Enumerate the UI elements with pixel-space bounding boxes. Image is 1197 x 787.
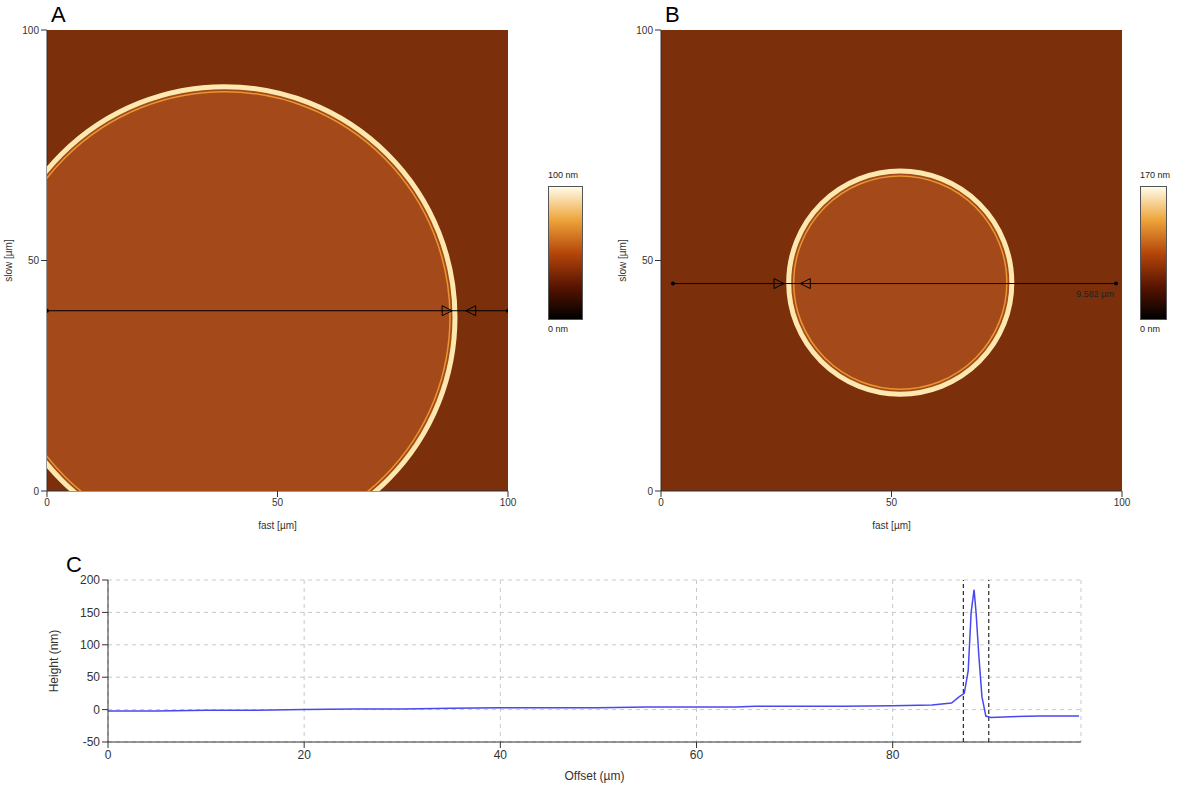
html-text:B: B [665, 2, 680, 27]
svg-text:0: 0 [647, 486, 653, 497]
svg-text:20: 20 [297, 748, 311, 762]
svg-text:100: 100 [636, 25, 653, 36]
svg-text:Height (nm): Height (nm) [47, 630, 61, 693]
svg-text:50: 50 [272, 497, 284, 508]
svg-text:100: 100 [500, 497, 517, 508]
svg-text:200: 200 [80, 573, 100, 587]
html-text:0 nm: 0 nm [1140, 324, 1160, 334]
svg-text:100: 100 [80, 638, 100, 652]
svg-text:0: 0 [93, 703, 100, 717]
svg-text:-50: -50 [83, 735, 101, 749]
svg-text:slow [µm]: slow [µm] [3, 239, 14, 282]
svg-text:50: 50 [87, 670, 101, 684]
svg-text:slow [µm]: slow [µm] [617, 239, 628, 282]
svg-text:50: 50 [886, 497, 898, 508]
html-text:A: A [51, 2, 66, 27]
svg-text:fast [µm]: fast [µm] [872, 520, 911, 531]
svg-text:40: 40 [494, 748, 508, 762]
html-text:C: C [66, 552, 82, 577]
svg-text:9.582 µm: 9.582 µm [1076, 289, 1114, 299]
svg-text:Offset (µm): Offset (µm) [564, 769, 624, 783]
svg-text:80: 80 [886, 748, 900, 762]
svg-text:0: 0 [658, 497, 664, 508]
html-text:100 nm: 100 nm [548, 170, 578, 180]
html-text:170 nm: 170 nm [1140, 170, 1170, 180]
svg-text:100: 100 [22, 25, 39, 36]
svg-text:0: 0 [105, 748, 112, 762]
svg-text:0: 0 [33, 486, 39, 497]
svg-text:0: 0 [44, 497, 50, 508]
svg-text:fast [µm]: fast [µm] [258, 520, 297, 531]
svg-text:50: 50 [642, 255, 654, 266]
svg-text:60: 60 [690, 748, 704, 762]
svg-text:150: 150 [80, 606, 100, 620]
svg-text:100: 100 [1114, 497, 1131, 508]
html-text:0 nm: 0 nm [548, 324, 568, 334]
svg-text:50: 50 [28, 255, 40, 266]
